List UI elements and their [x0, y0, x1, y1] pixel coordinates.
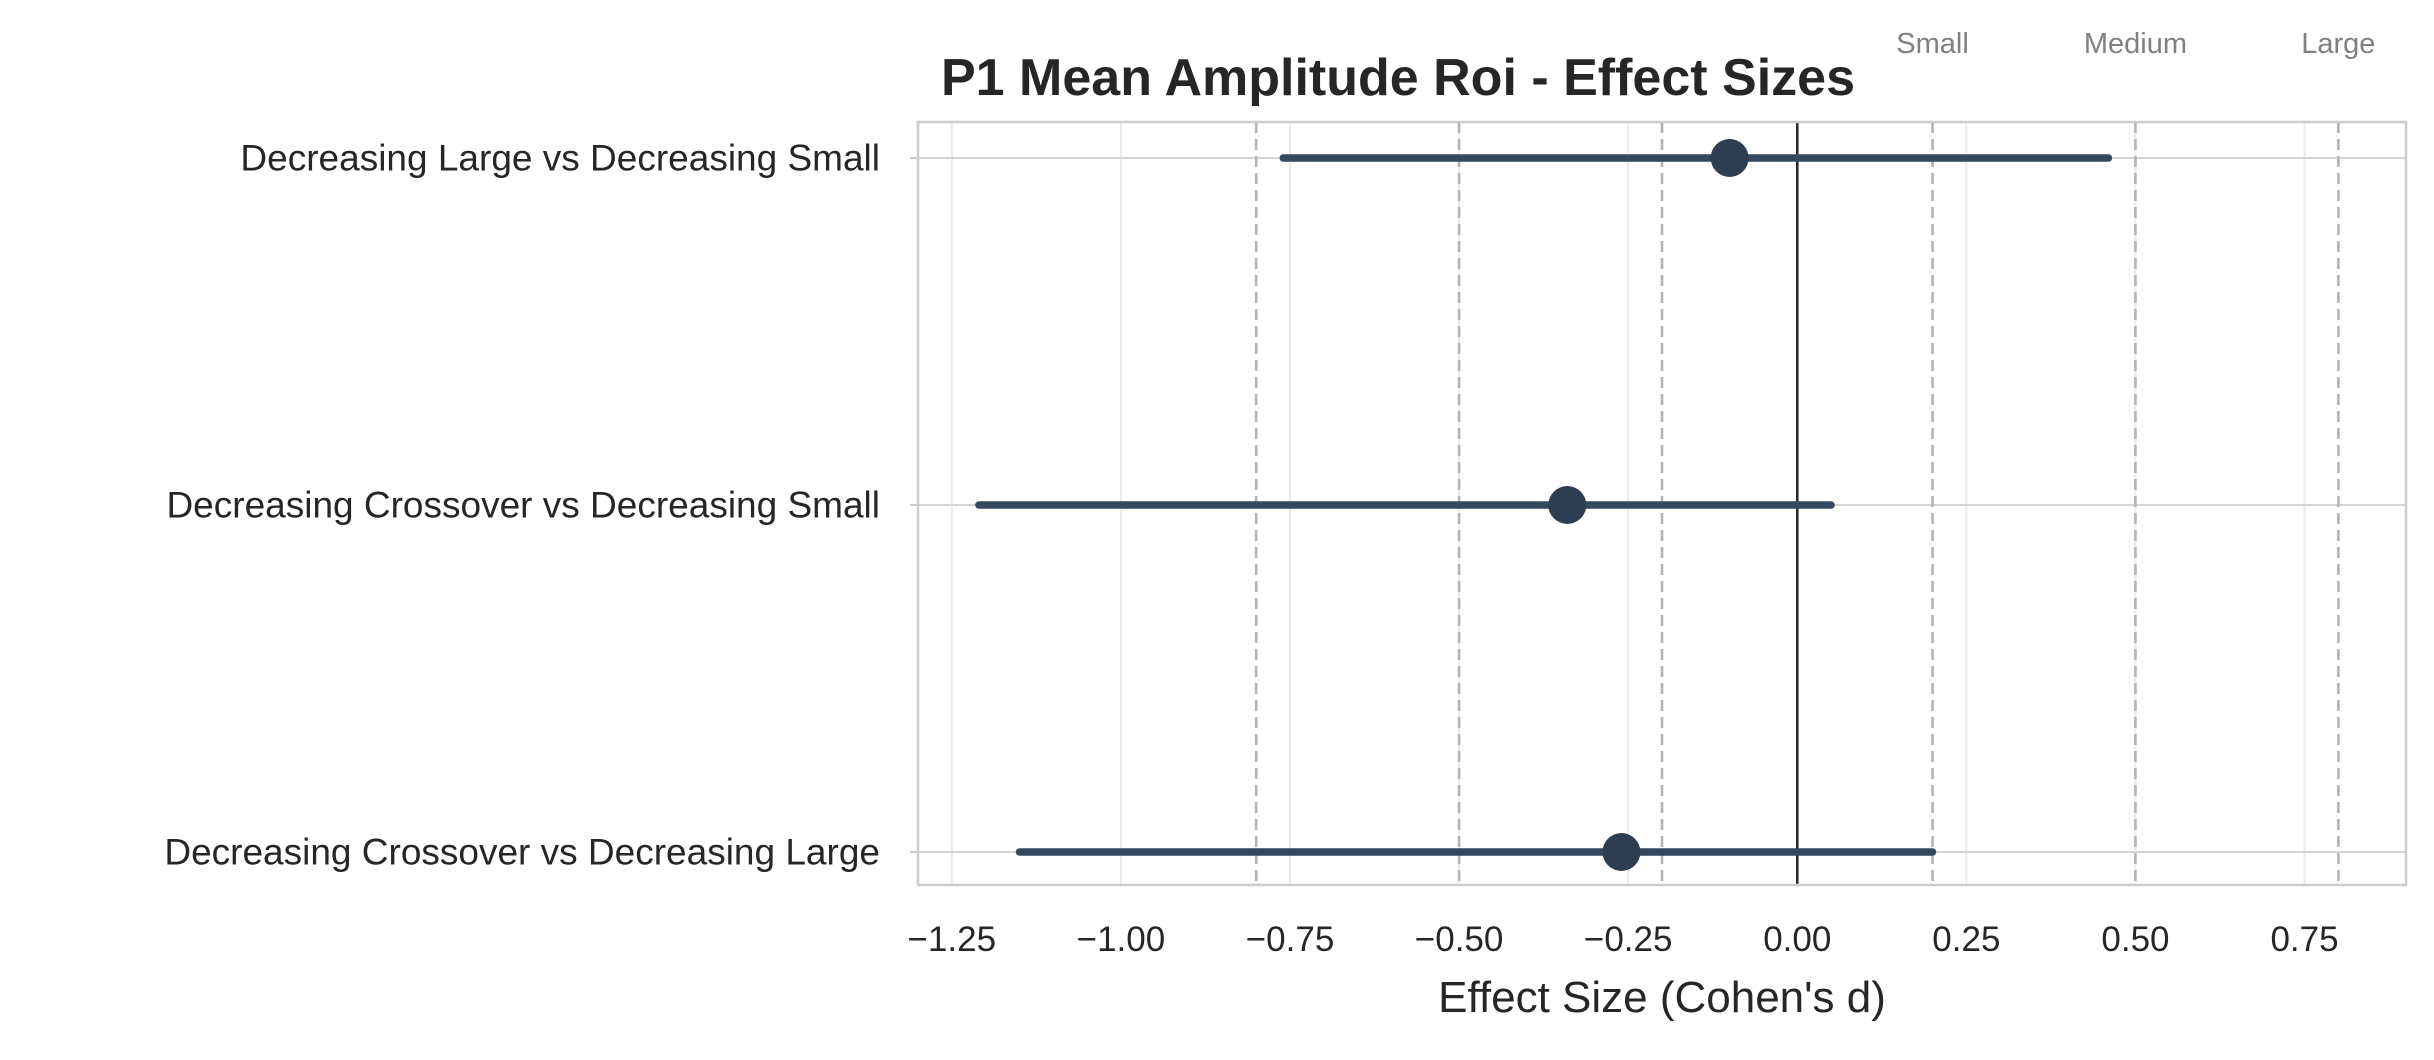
chart-title: P1 Mean Amplitude Roi - Effect Sizes — [941, 49, 1855, 107]
x-tick-label: −0.75 — [1246, 920, 1335, 959]
effect-size-point — [1602, 833, 1641, 871]
x-tick-label: 0.50 — [2101, 920, 2169, 959]
effect-size-point — [1548, 486, 1587, 524]
x-tick-label: −0.50 — [1415, 920, 1504, 959]
x-tick-label: −1.25 — [908, 920, 997, 959]
data-layer — [975, 139, 2113, 871]
x-tick-label: −1.00 — [1077, 920, 1166, 959]
plot-frame — [916, 120, 2408, 887]
ticks-layer: Decreasing Large vs Decreasing Small Decr… — [164, 28, 2375, 959]
effect-size-point — [1710, 139, 1749, 177]
y-tick-label: Decreasing Crossover vs Decreasing Small — [166, 485, 880, 526]
threshold-label: Medium — [2084, 28, 2187, 60]
x-tick-label: −0.25 — [1584, 920, 1673, 959]
threshold-label: Small — [1896, 28, 1969, 60]
x-tick-label: 0.25 — [1932, 920, 2000, 959]
y-tick-label: Decreasing Crossover vs Decreasing Large — [164, 832, 880, 873]
x-axis-label: Effect Size (Cohen's d) — [1438, 973, 1886, 1022]
text-layer: P1 Mean Amplitude Roi - Effect Sizes Eff… — [941, 49, 1886, 1022]
x-tick-label: 0.00 — [1763, 920, 1831, 959]
x-tick-label: 0.75 — [2270, 920, 2338, 959]
y-tick-label: Decreasing Large vs Decreasing Small — [240, 138, 880, 179]
threshold-label: Large — [2301, 28, 2375, 60]
